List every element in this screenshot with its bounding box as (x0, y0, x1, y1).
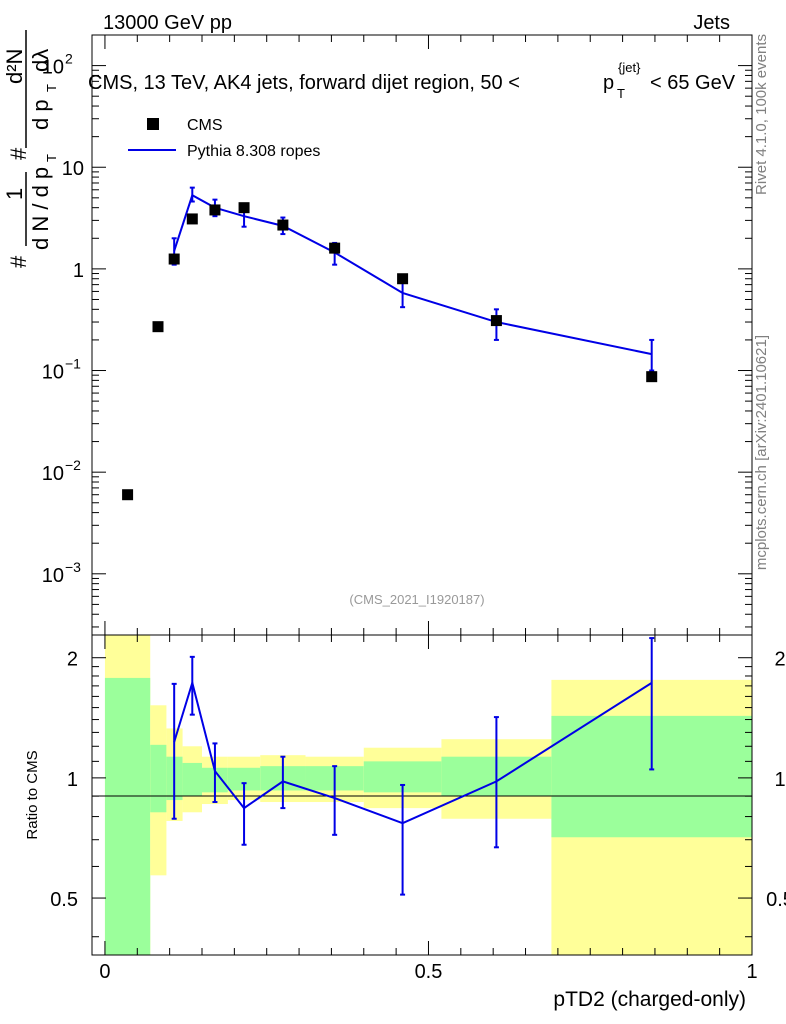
main-ytick-base: 10 (62, 158, 84, 180)
data-point (329, 242, 341, 254)
title-sub: T (617, 86, 625, 101)
band-inner (182, 762, 202, 797)
main-ytick-base: 10 (42, 565, 64, 587)
ylabel-T: T (44, 154, 59, 162)
data-point (397, 273, 409, 285)
x-axis-label: pTD2 (charged-only) (553, 988, 746, 1011)
ratio-marks (171, 637, 655, 896)
rivet-label: Rivet 4.1.0, 100k events (753, 34, 770, 195)
data-point (186, 213, 198, 225)
ratio-ytick-label-right: 0.5 (766, 889, 786, 911)
ratio-yticks: 2 2 1 1 0.5 0.5 (50, 649, 786, 938)
title-sup: {jet} (618, 60, 641, 75)
ylabel-frac-T: T (44, 84, 59, 92)
main-ytick-exp: 2 (65, 51, 73, 67)
ratio-ytick-label-right: 2 (774, 649, 785, 671)
data-point (238, 202, 250, 214)
ratio-ytick-label-right: 1 (774, 769, 785, 791)
main-ytick-base: 10 (42, 463, 64, 485)
main-ytick-base: 1 (73, 260, 84, 282)
main-ytick-base: 10 (42, 57, 64, 79)
band-inner (150, 744, 167, 813)
main-ytick-label: 10 −3 (42, 559, 81, 587)
category-label: Jets (693, 12, 730, 34)
title-p: p (603, 72, 614, 94)
ylabel-lambda: dλ (28, 49, 53, 72)
xtick-label: 0 (99, 961, 110, 983)
main-ytick-label: 10 −2 (42, 457, 81, 485)
data-point (209, 204, 221, 216)
main-ytick-base: 10 (42, 362, 64, 384)
main-ytick-label: 10 (62, 158, 84, 180)
data-point (277, 219, 289, 231)
ratio-ytick-label-left: 0.5 (50, 889, 78, 911)
main-ytick-exp: −3 (65, 559, 81, 575)
data-point (122, 489, 134, 501)
ylabel-hash: # (6, 255, 31, 268)
main-ytick-label: 10 −1 (42, 356, 81, 384)
main-ytick-exp: −2 (65, 457, 81, 473)
legend-pythia-label: Pythia 8.308 ropes (187, 143, 320, 160)
ratio-ytick-label-left: 2 (67, 649, 78, 671)
ratio-ytick-label-left: 1 (67, 769, 78, 791)
analysis-id: (CMS_2021_I1920187) (349, 592, 484, 607)
ratio-ylabel: Ratio to CMS (24, 750, 41, 839)
plot-title: CMS, 13 TeV, AK4 jets, forward dijet reg… (88, 60, 736, 101)
data-point (152, 321, 164, 333)
band-inner (104, 677, 151, 955)
data-point (168, 253, 180, 265)
ylabel-one: 1 (2, 188, 27, 200)
data-point (490, 315, 502, 327)
band-inner (227, 767, 261, 791)
energy-label: 13000 GeV pp (103, 12, 232, 34)
legend: CMS Pythia 8.308 ropes (128, 117, 320, 160)
main-ytick-label: 10 2 (42, 51, 73, 79)
legend-cms-label: CMS (187, 117, 223, 134)
main-marks (122, 186, 658, 501)
data-point (646, 371, 658, 383)
ratio-xticks: 0 0.5 1 (99, 635, 758, 983)
xtick-label: 0.5 (415, 961, 443, 983)
mcplots-label: mcplots.cern.ch [arXiv:2401.10621] (753, 335, 770, 570)
ratio-bands (104, 635, 752, 955)
ylabel-frac-top: d²N (2, 49, 27, 84)
main-ytick-exp: −1 (65, 356, 81, 372)
mc-line (173, 193, 652, 356)
ylabel-hash2: # (6, 147, 31, 160)
xtick-label: 1 (746, 961, 757, 983)
ratio-frame (91, 634, 753, 956)
main-ytick-label: 1 (73, 260, 84, 282)
title-prefix: CMS, 13 TeV, AK4 jets, forward dijet reg… (88, 72, 520, 94)
title-suffix: < 65 GeV (650, 72, 736, 94)
ylabel-dN: d N / d p (28, 167, 53, 250)
legend-cms-marker (147, 118, 159, 130)
ylabel-frac-bot: d p (28, 99, 53, 130)
main-xticks (104, 35, 753, 635)
main-ylabel: # 1 d N / d p T # d²N d p T dλ (2, 30, 59, 268)
